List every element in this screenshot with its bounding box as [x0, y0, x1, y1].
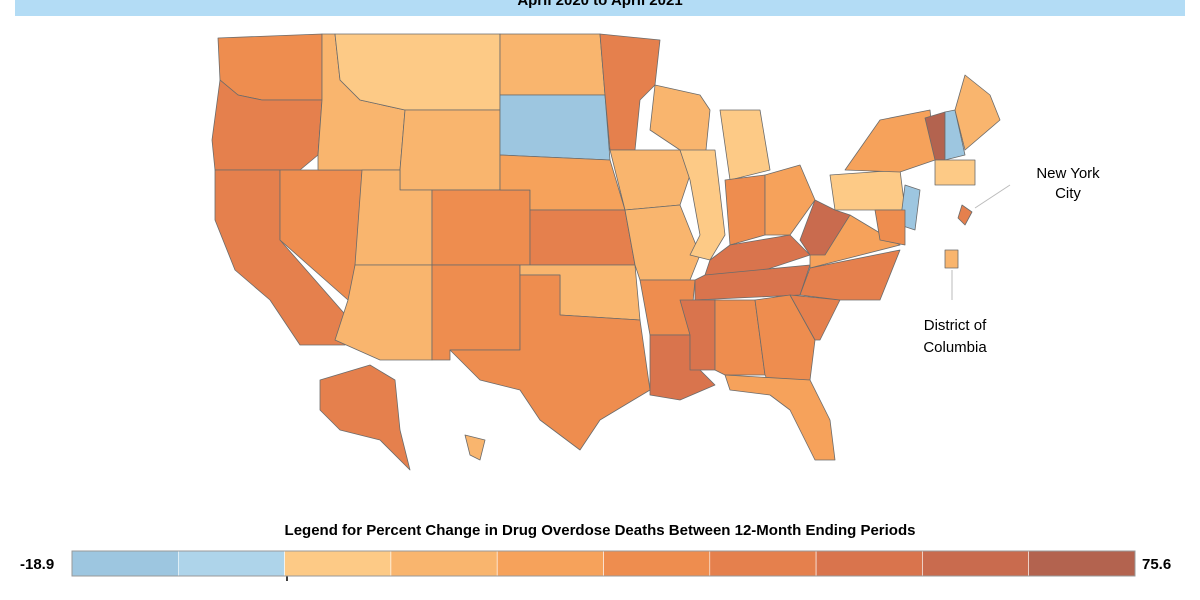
- legend-swatch: [71, 550, 179, 577]
- region: [724, 374, 836, 461]
- us-map: [211, 33, 1001, 471]
- region: [799, 249, 901, 301]
- region: [954, 74, 1001, 151]
- legend-swatch: [284, 550, 392, 577]
- region: [679, 149, 726, 261]
- legend-swatch: [178, 550, 285, 577]
- callout-label: District of: [924, 317, 987, 334]
- callout-label: Columbia: [923, 339, 987, 356]
- legend-swatch: [815, 550, 923, 577]
- region: [649, 84, 711, 161]
- region: [399, 109, 501, 191]
- region: [764, 164, 816, 236]
- region: [624, 204, 701, 281]
- region: [499, 33, 606, 96]
- region: [599, 33, 661, 151]
- legend-max: 75.6: [1142, 556, 1171, 573]
- legend-min: -18.9: [20, 556, 54, 573]
- callout-label: City: [1055, 185, 1081, 202]
- region: [829, 169, 906, 211]
- region: [724, 174, 766, 246]
- callout-line: [974, 184, 1011, 209]
- legend-frame: [71, 550, 1136, 577]
- region: [449, 274, 651, 451]
- region: [957, 204, 973, 226]
- region: [944, 249, 959, 269]
- region: [609, 149, 691, 211]
- region: [719, 109, 771, 181]
- region: [789, 294, 841, 341]
- legend-swatch: [1028, 550, 1136, 577]
- region: [694, 264, 811, 301]
- region: [844, 109, 936, 173]
- legend-title: Legend for Percent Change in Drug Overdo…: [285, 522, 916, 539]
- region: [944, 109, 966, 161]
- region: [529, 209, 636, 266]
- region: [714, 299, 766, 376]
- callout-label: New York: [1036, 165, 1100, 182]
- header-band: [15, 0, 1185, 16]
- legend-swatch: [922, 550, 1030, 577]
- legend-swatch: [603, 550, 711, 577]
- region: [874, 209, 906, 246]
- legend-bar: [71, 550, 1136, 577]
- region: [217, 33, 323, 101]
- legend-swatch: [390, 550, 498, 577]
- legend-swatch: [496, 550, 604, 577]
- region: [431, 189, 531, 266]
- region: [679, 299, 716, 371]
- region: [499, 94, 611, 161]
- region: [934, 159, 976, 186]
- region: [334, 33, 501, 111]
- region: [464, 434, 486, 461]
- region: [319, 364, 411, 471]
- region: [431, 264, 521, 361]
- header-title: April 2020 to April 2021: [517, 0, 682, 9]
- legend-swatch: [709, 550, 817, 577]
